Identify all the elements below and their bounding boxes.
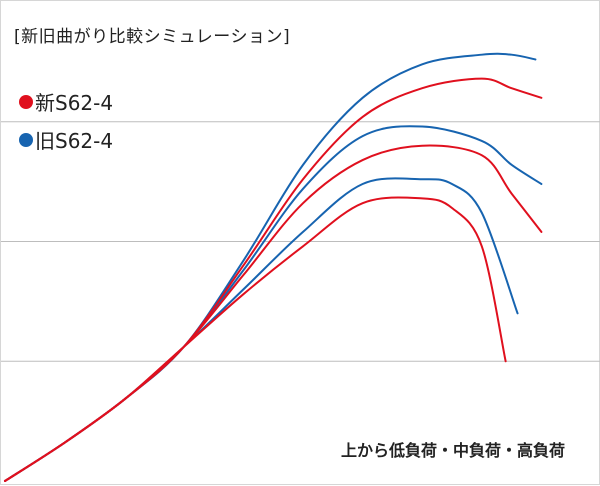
legend-label-new: 新S62-4 <box>35 91 114 115</box>
series-line-old-low <box>4 52 537 482</box>
legend-item-old: 旧S62-4 <box>19 125 113 154</box>
series-line-old-high <box>4 177 519 482</box>
legend-label-old: 旧S62-4 <box>35 129 114 153</box>
series-line-new-mid <box>4 144 543 482</box>
series-line-new-high <box>4 196 507 482</box>
legend-item-new: 新S62-4 <box>19 87 113 116</box>
chart-title: [新旧曲がり比較シミュレーション] <box>14 27 291 47</box>
load-order-note: 上から低負荷・中負荷・高負荷 <box>340 441 565 460</box>
legend-marker-new <box>19 94 33 109</box>
legend-marker-old <box>19 132 33 147</box>
